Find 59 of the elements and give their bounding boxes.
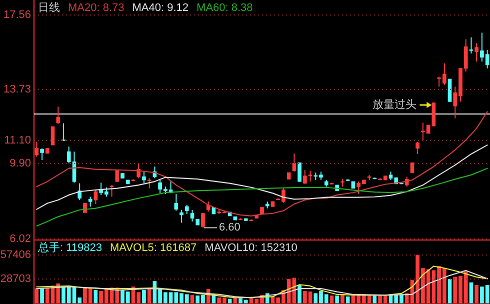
candlestick [474,42,478,62]
bar [298,285,302,304]
candlestick [136,162,141,179]
bar [190,294,194,304]
text: 总手: 119823 [37,241,102,254]
candlestick [88,196,92,208]
line-series [36,144,488,210]
candlestick [110,184,114,198]
y-tick-label: 13.73 [3,83,31,96]
text: MA20: 8.73 [68,2,124,14]
bar [34,288,39,304]
bar [448,279,452,304]
candlestick [206,201,210,212]
candlestick [78,182,82,200]
candlestick [34,141,39,158]
candlestick [40,148,44,160]
candlestick [410,162,414,174]
candlestick [115,170,120,182]
bar [372,296,377,304]
candlestick [469,36,474,54]
y-tick-label: 57406 [0,249,31,262]
candlestick [298,162,302,182]
text: MA60: 8.38 [196,2,253,14]
text: MA40: 9.12 [132,2,189,14]
text: MAVOL10: 152310 [204,242,298,254]
candlestick [62,122,66,141]
candlestick [292,152,296,172]
y-tick-label: 11.10 [4,134,31,146]
bar [474,285,478,304]
bar [142,290,146,304]
candlestick [94,189,98,205]
candlestick [201,212,205,228]
candlestick [448,78,452,102]
candlestick [416,141,420,154]
candlestick [180,209,184,224]
y-tick-label: 17.56 [3,9,31,21]
bar [340,294,344,304]
bar [228,298,232,304]
y-tick-label: 28703 [0,273,31,286]
chart-title: 日线 [38,1,60,14]
candlestick [142,171,146,184]
candlestick [147,178,152,189]
line-series [36,111,488,216]
candlestick [50,126,55,146]
bar [94,290,98,304]
bar [346,296,350,304]
bar [469,282,474,304]
annotation: 放量过头 [372,98,417,111]
candlestick [190,209,194,222]
y-tick-label: 9.90 [10,158,31,170]
annotation: 6.60 [218,222,240,234]
bar [40,288,44,304]
bar [330,296,334,304]
text: MAVOL5: 161687 [110,242,197,254]
candlestick [56,106,60,124]
y-tick-label: 6.02 [10,233,31,245]
bar [147,288,152,304]
candlestick [174,193,178,212]
bar [335,296,340,304]
